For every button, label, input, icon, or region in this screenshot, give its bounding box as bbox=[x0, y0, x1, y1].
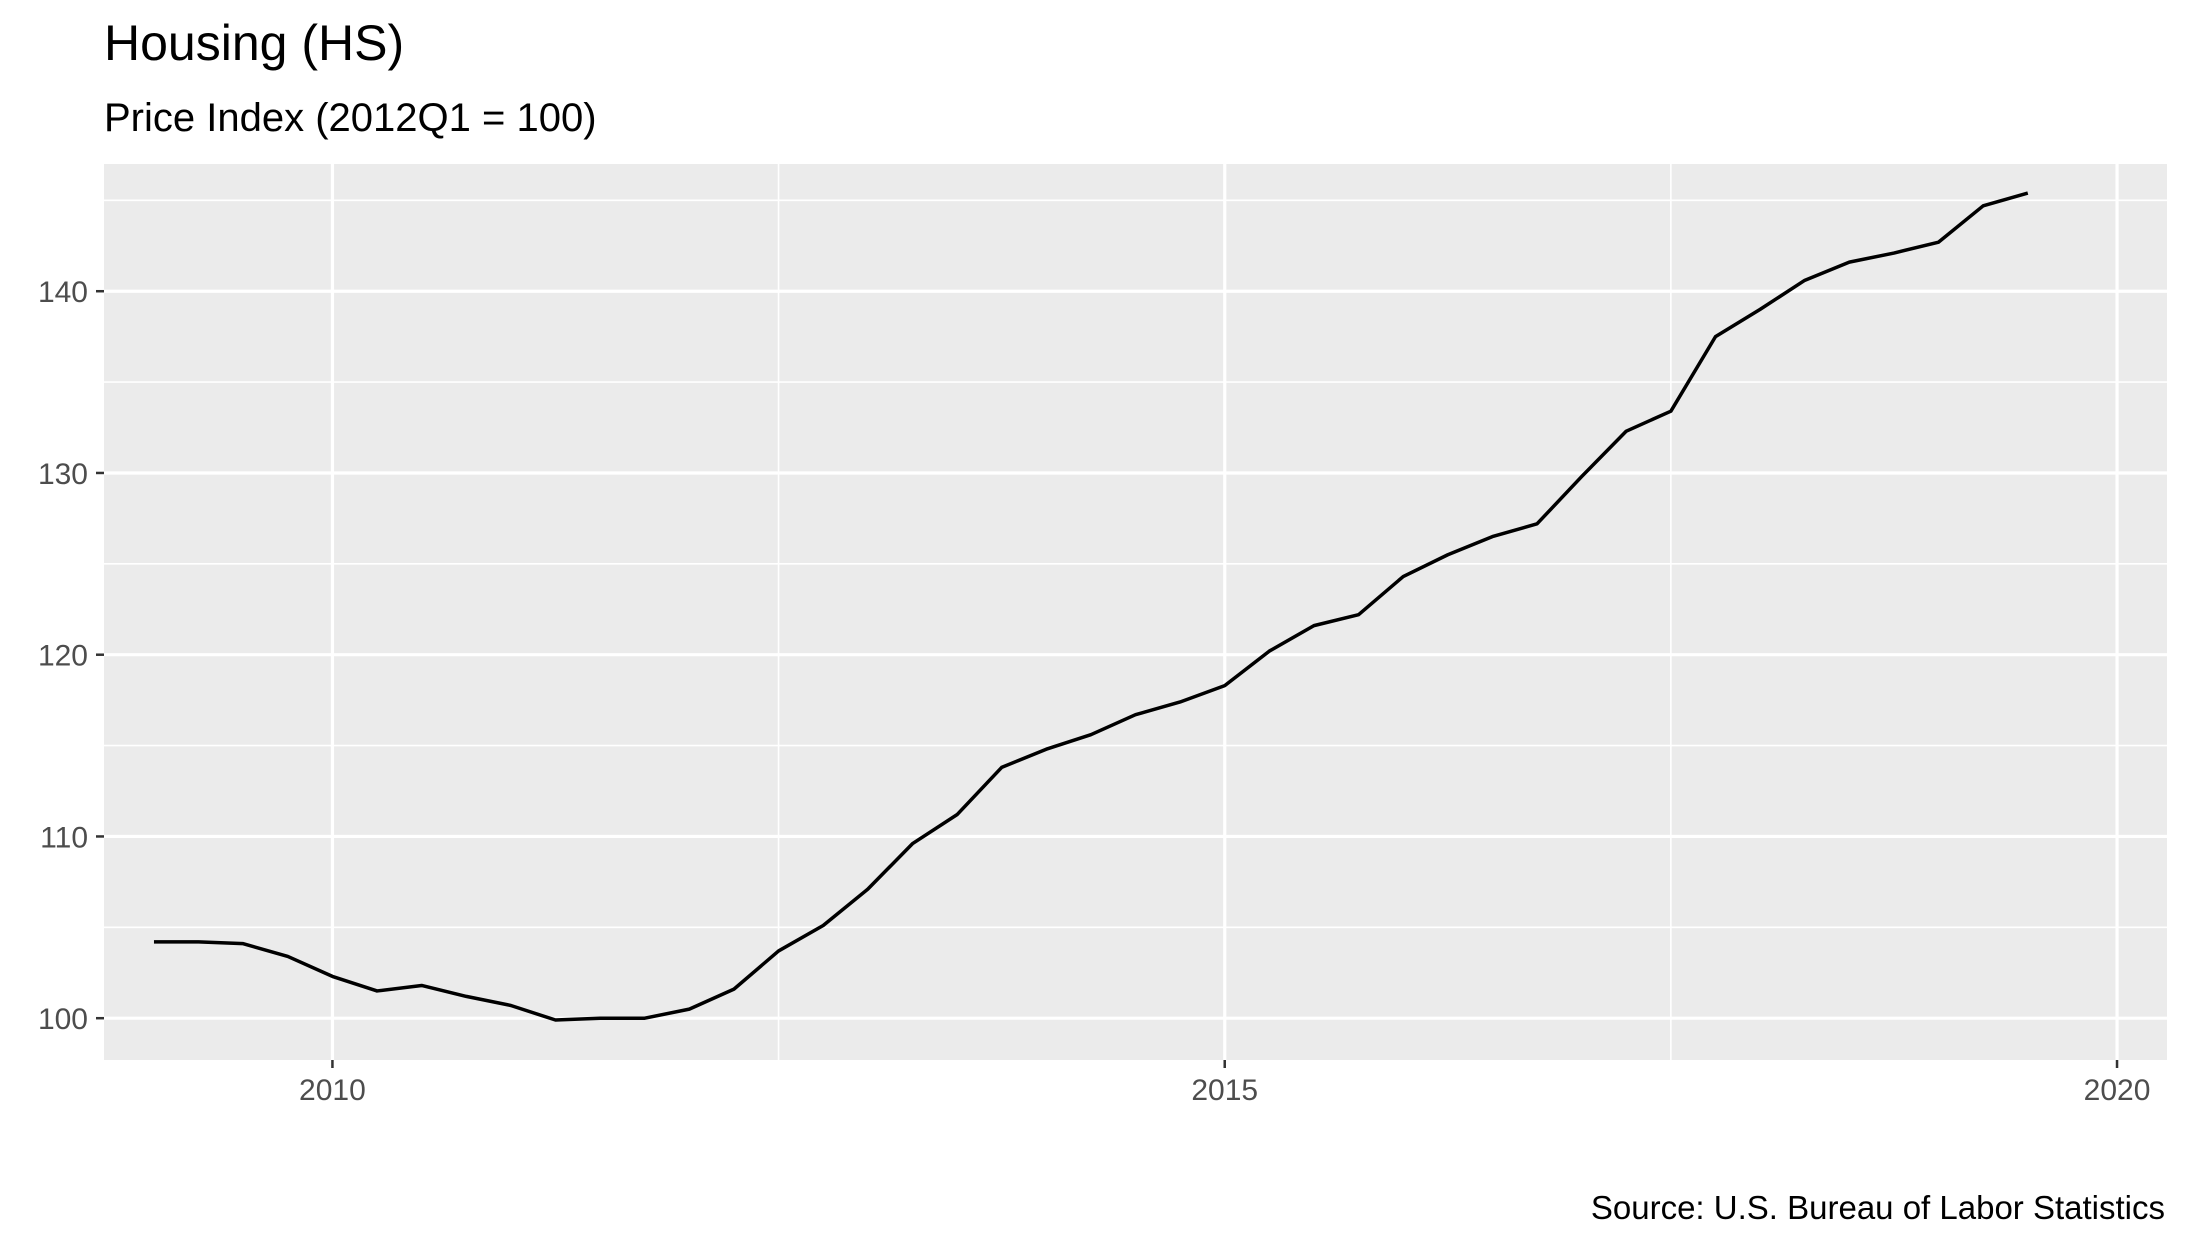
y-tick-label: 130 bbox=[38, 458, 88, 491]
y-tick-label: 100 bbox=[38, 1003, 88, 1036]
y-axis: 100 110 120 130 140 bbox=[38, 276, 104, 1036]
chart-subtitle: Price Index (2012Q1 = 100) bbox=[104, 96, 597, 140]
x-tick-label: 2020 bbox=[2084, 1074, 2151, 1107]
plot-panel bbox=[104, 164, 2167, 1060]
y-tick-label: 120 bbox=[38, 640, 88, 673]
chart-title: Housing (HS) bbox=[104, 15, 404, 71]
x-tick-label: 2010 bbox=[299, 1074, 366, 1107]
chart-caption: Source: U.S. Bureau of Labor Statistics bbox=[1591, 1189, 2165, 1226]
minor-grid bbox=[104, 164, 2167, 1060]
y-tick-label: 140 bbox=[38, 276, 88, 309]
x-axis: 2010 2015 2020 bbox=[299, 1060, 2150, 1107]
x-tick-label: 2015 bbox=[1191, 1074, 1258, 1107]
major-grid bbox=[104, 164, 2167, 1060]
series-line bbox=[153, 191, 2029, 1022]
y-tick-label: 110 bbox=[40, 821, 88, 854]
